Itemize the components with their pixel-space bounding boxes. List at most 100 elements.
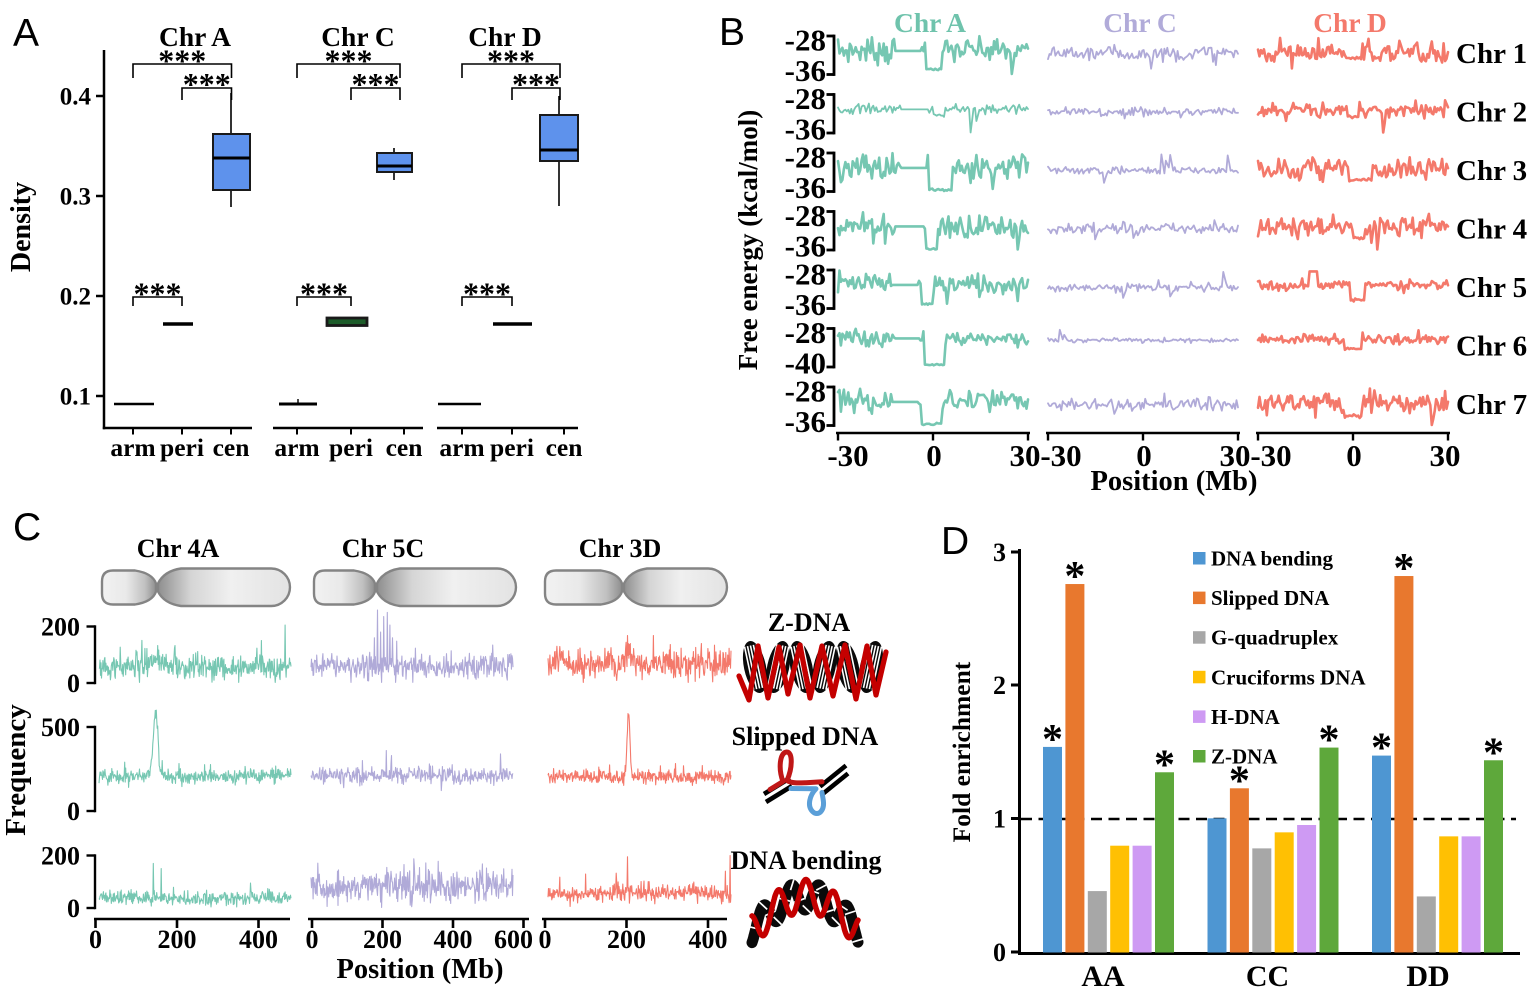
svg-text:-28: -28 (785, 140, 826, 175)
svg-text:Frequency: Frequency (0, 704, 32, 836)
svg-text:G-quadruplex: G-quadruplex (1211, 626, 1339, 650)
svg-text:30: 30 (1010, 438, 1041, 473)
svg-text:-28: -28 (785, 81, 826, 116)
svg-text:-30: -30 (1250, 438, 1291, 473)
svg-text:-28: -28 (785, 257, 826, 292)
svg-text:Slipped DNA: Slipped DNA (732, 722, 879, 751)
svg-text:400: 400 (689, 925, 728, 954)
svg-text:*: * (1319, 718, 1340, 764)
svg-text:DD: DD (1406, 960, 1449, 993)
svg-text:Chr C: Chr C (1103, 7, 1177, 38)
svg-text:Slipped DNA: Slipped DNA (1211, 586, 1330, 610)
svg-text:CC: CC (1246, 960, 1289, 993)
svg-text:*: * (1371, 726, 1392, 772)
svg-text:*: * (1229, 758, 1250, 804)
svg-text:D: D (941, 520, 969, 563)
svg-text:*: * (1042, 717, 1063, 763)
svg-text:0: 0 (926, 438, 942, 473)
svg-text:peri: peri (490, 433, 534, 462)
svg-text:***: *** (183, 66, 231, 102)
svg-text:200: 200 (41, 613, 80, 642)
svg-text:Chr D: Chr D (1313, 7, 1387, 38)
svg-text:Chr 3: Chr 3 (1456, 155, 1527, 187)
svg-text:***: *** (352, 66, 400, 102)
svg-text:0.2: 0.2 (60, 284, 91, 311)
svg-text:Free energy (kcal/mol): Free energy (kcal/mol) (733, 110, 763, 370)
svg-text:-30: -30 (827, 438, 868, 473)
svg-text:*: * (1064, 554, 1085, 600)
svg-text:DNA bending: DNA bending (731, 846, 882, 875)
svg-text:Chr 4: Chr 4 (1456, 213, 1527, 245)
svg-text:DNA bending: DNA bending (1211, 547, 1333, 571)
svg-text:H-DNA: H-DNA (1211, 705, 1281, 729)
svg-text:-36: -36 (785, 404, 826, 439)
svg-text:400: 400 (434, 925, 473, 954)
svg-text:***: *** (325, 43, 373, 79)
svg-text:Fold enrichment: Fold enrichment (947, 661, 976, 842)
svg-text:Z-DNA: Z-DNA (1211, 745, 1278, 769)
svg-text:peri: peri (329, 433, 373, 462)
svg-text:Chr 5C: Chr 5C (342, 534, 425, 563)
svg-text:Density: Density (6, 182, 37, 272)
svg-text:Chr D: Chr D (468, 21, 542, 52)
svg-text:600: 600 (494, 925, 533, 954)
svg-text:-28: -28 (785, 374, 826, 409)
svg-text:-36: -36 (785, 287, 826, 322)
svg-text:Chr A: Chr A (894, 7, 966, 38)
svg-text:Position (Mb): Position (Mb) (336, 954, 503, 985)
svg-text:arm: arm (110, 433, 155, 462)
svg-text:-36: -36 (785, 112, 826, 147)
svg-text:***: *** (512, 66, 560, 102)
svg-text:0: 0 (539, 925, 552, 954)
svg-text:Chr A: Chr A (159, 21, 231, 52)
svg-text:Chr 1: Chr 1 (1456, 38, 1527, 70)
svg-text:-36: -36 (785, 53, 826, 88)
svg-text:0: 0 (1136, 438, 1152, 473)
svg-text:-28: -28 (785, 23, 826, 58)
svg-text:C: C (13, 506, 41, 549)
svg-text:200: 200 (607, 925, 646, 954)
svg-text:Chr 6: Chr 6 (1456, 330, 1527, 362)
svg-text:*: * (1393, 546, 1414, 592)
svg-text:500: 500 (41, 713, 80, 742)
svg-text:-36: -36 (785, 229, 826, 264)
svg-text:peri: peri (160, 433, 204, 462)
svg-text:Cruciforms DNA: Cruciforms DNA (1211, 665, 1366, 689)
svg-text:cen: cen (213, 433, 250, 462)
svg-text:***: *** (158, 43, 206, 79)
svg-text:cen: cen (546, 433, 583, 462)
svg-text:2: 2 (993, 671, 1006, 700)
svg-text:-30: -30 (1040, 438, 1081, 473)
svg-text:*: * (1154, 742, 1175, 788)
svg-text:-28: -28 (785, 315, 826, 350)
svg-text:200: 200 (363, 925, 402, 954)
svg-text:Chr 3D: Chr 3D (579, 534, 662, 563)
svg-text:arm: arm (439, 433, 484, 462)
svg-text:B: B (719, 11, 745, 54)
svg-text:0: 0 (89, 925, 102, 954)
svg-text:3: 3 (993, 538, 1006, 567)
svg-text:400: 400 (239, 925, 278, 954)
svg-text:-40: -40 (785, 346, 826, 381)
svg-text:0.3: 0.3 (60, 184, 91, 211)
svg-text:Chr C: Chr C (321, 21, 395, 52)
svg-text:Position (Mb): Position (Mb) (1090, 466, 1257, 497)
svg-text:30: 30 (1220, 438, 1251, 473)
svg-text:***: *** (300, 276, 348, 312)
svg-text:cen: cen (386, 433, 423, 462)
svg-text:arm: arm (274, 433, 319, 462)
svg-text:200: 200 (41, 842, 80, 871)
svg-text:Z-DNA: Z-DNA (768, 608, 851, 637)
svg-text:0: 0 (306, 925, 319, 954)
svg-text:200: 200 (158, 925, 197, 954)
svg-text:***: *** (463, 276, 511, 312)
svg-text:1: 1 (993, 805, 1006, 834)
svg-text:Chr 2: Chr 2 (1456, 96, 1527, 128)
svg-text:Chr 5: Chr 5 (1456, 272, 1527, 304)
svg-text:0: 0 (67, 669, 80, 698)
svg-text:0.4: 0.4 (60, 84, 92, 111)
svg-text:A: A (13, 12, 39, 55)
svg-text:-28: -28 (785, 198, 826, 233)
svg-text:***: *** (134, 276, 182, 312)
svg-text:Chr 7: Chr 7 (1456, 389, 1527, 421)
